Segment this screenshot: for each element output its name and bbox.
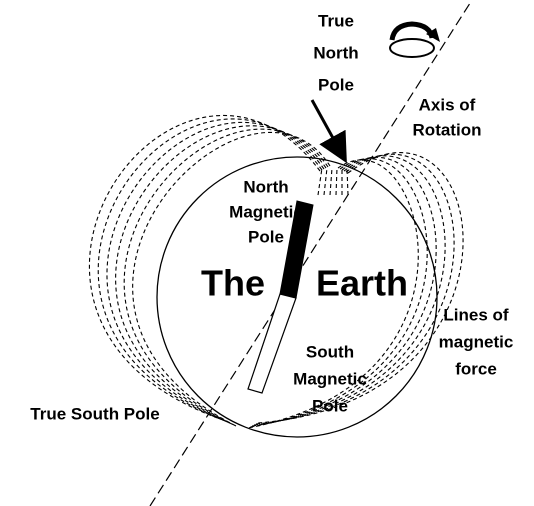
label-line: Pole	[248, 227, 284, 246]
diagram: True North Pole Axis of Rotation North M…	[0, 0, 534, 506]
label-line: Lines of	[443, 305, 509, 324]
field-line	[336, 168, 337, 195]
rotation-icon	[390, 24, 440, 57]
earth-title: Earth	[316, 263, 408, 304]
label-line: South	[306, 342, 354, 361]
rotation-axis	[150, 0, 472, 506]
label-line: Axis of	[419, 95, 476, 114]
field-line	[318, 168, 322, 195]
label-line: True	[318, 11, 354, 30]
field-line	[347, 168, 348, 195]
label-line: Pole	[318, 75, 354, 94]
earth-title: The	[201, 263, 265, 304]
label-line: Magnetic	[293, 369, 367, 388]
label-line: force	[455, 359, 497, 378]
label-line: Rotation	[413, 120, 482, 139]
label-line: North	[243, 177, 288, 196]
field-line	[330, 168, 332, 195]
label-line: Pole	[312, 396, 348, 415]
label-line: magnetic	[439, 332, 514, 351]
label-line: Magnetic	[229, 202, 303, 221]
magnet-south	[248, 294, 296, 393]
label-line: True South Pole	[30, 404, 159, 423]
label-line: North	[313, 43, 358, 62]
field-line	[324, 168, 327, 195]
